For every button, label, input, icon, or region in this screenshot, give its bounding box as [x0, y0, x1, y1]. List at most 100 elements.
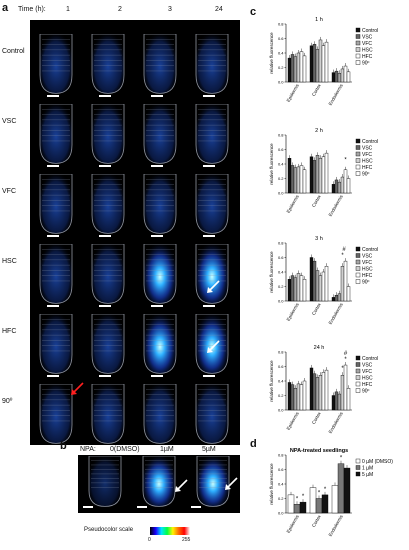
scale-bar [83, 506, 93, 508]
bar [340, 375, 345, 411]
scale-bar [99, 95, 111, 97]
y-tick-label: 0.6 [278, 147, 284, 152]
bar [309, 257, 314, 302]
npa-micrograph-tile [133, 456, 185, 512]
y-tick-label: 0.6 [278, 364, 284, 369]
significance-marker: * [340, 456, 343, 462]
row-label-90: 90º [2, 398, 13, 405]
bar [337, 181, 342, 194]
bar [318, 157, 323, 194]
bar [346, 388, 351, 411]
scale-bar [47, 305, 59, 307]
bar [299, 165, 304, 194]
y-axis-label: relative fluorescence [269, 143, 274, 185]
bar [340, 176, 345, 194]
significance-marker: * [324, 487, 327, 493]
y-axis-label: relative fluorescence [269, 32, 274, 74]
bar [302, 169, 307, 194]
y-tick-label: 0.8 [278, 22, 284, 27]
bar [321, 156, 326, 194]
bar [337, 463, 345, 514]
panel-a-letter: a [2, 2, 9, 14]
legend-label: VSC [362, 363, 373, 369]
legend-swatch [355, 138, 361, 144]
scale-bar [99, 375, 111, 377]
bar [315, 270, 320, 302]
legend-label: 5 µM [362, 472, 373, 478]
y-tick-label: 0.0 [278, 511, 284, 516]
legend-label: 1 µM [362, 466, 373, 472]
x-tick-label: Endodermis [328, 193, 345, 217]
scale-bar [47, 95, 59, 97]
bar [296, 383, 301, 411]
bar [321, 494, 329, 514]
y-tick-label: 0.6 [278, 255, 284, 260]
micrograph-tile [31, 34, 81, 100]
bar [318, 375, 323, 411]
micrograph-tile [83, 34, 133, 100]
bar [287, 157, 292, 194]
arrow-icon [207, 280, 220, 293]
legend-swatch [355, 246, 361, 252]
npa-condition-5um: 5µM [202, 446, 216, 453]
y-tick-label: 0.0 [278, 408, 284, 413]
legend-label: 0 µM (DMSO) [362, 459, 393, 465]
micrograph-tile [31, 244, 81, 310]
bar [287, 382, 292, 411]
npa-micrograph-tile [79, 456, 131, 512]
micrograph-tile [187, 314, 237, 380]
y-tick-label: 0.2 [278, 393, 284, 398]
x-tick-label: Endodermis [328, 513, 345, 537]
y-axis-label: relative fluorescence [269, 360, 274, 402]
bar [312, 44, 317, 83]
bar [324, 41, 329, 83]
pseudocolor-scale-label: Pseudocolor scale [84, 527, 134, 533]
scale-bar [47, 165, 59, 167]
micrograph-tile [135, 244, 185, 310]
bar [296, 166, 301, 194]
scale-bar [47, 445, 59, 447]
bar [290, 54, 295, 83]
y-tick-label: 0.8 [278, 350, 284, 355]
arrow-icon [257, 260, 270, 273]
legend-label: Control [362, 356, 378, 362]
bar [340, 68, 345, 83]
scale-max: 255 [182, 537, 191, 543]
legend-label: VFC [362, 260, 372, 266]
x-tick-label: Endodermis [328, 82, 345, 106]
scale-bar [203, 95, 215, 97]
chart-title: 3 h [315, 236, 323, 242]
legend-swatch [355, 368, 361, 374]
y-tick-label: 0.4 [278, 51, 284, 56]
micrograph-tile [187, 104, 237, 170]
y-tick-label: 0.8 [278, 241, 284, 246]
legend-label: 90º [362, 389, 370, 395]
legend-swatch [355, 27, 361, 33]
bar [346, 178, 351, 194]
legend-swatch [355, 471, 361, 477]
legend-label: VSC [362, 35, 373, 41]
micrograph-tile [31, 104, 81, 170]
x-tick-label: Cortex [311, 410, 322, 425]
scale-bar [203, 235, 215, 237]
significance-marker: # [342, 247, 346, 253]
y-tick-label: 0.0 [278, 299, 284, 304]
micrograph-tile [135, 174, 185, 240]
x-tick-label: Endodermis [328, 301, 345, 325]
legend-swatch [355, 375, 361, 380]
time-24: 24 [215, 6, 223, 13]
npa-micrograph-strip [78, 455, 240, 513]
legend-swatch [355, 388, 361, 393]
x-tick-label: Cortex [311, 513, 322, 528]
significance-marker: * [296, 496, 299, 502]
bar [346, 71, 351, 83]
chart-title: NPA-treated seedlings [290, 448, 348, 454]
legend-swatch [355, 279, 361, 284]
bar [343, 364, 348, 411]
bar [296, 273, 301, 302]
scale-bar [47, 235, 59, 237]
bar [324, 369, 329, 411]
bar [343, 169, 348, 194]
bar [293, 167, 298, 194]
bar [343, 65, 348, 83]
